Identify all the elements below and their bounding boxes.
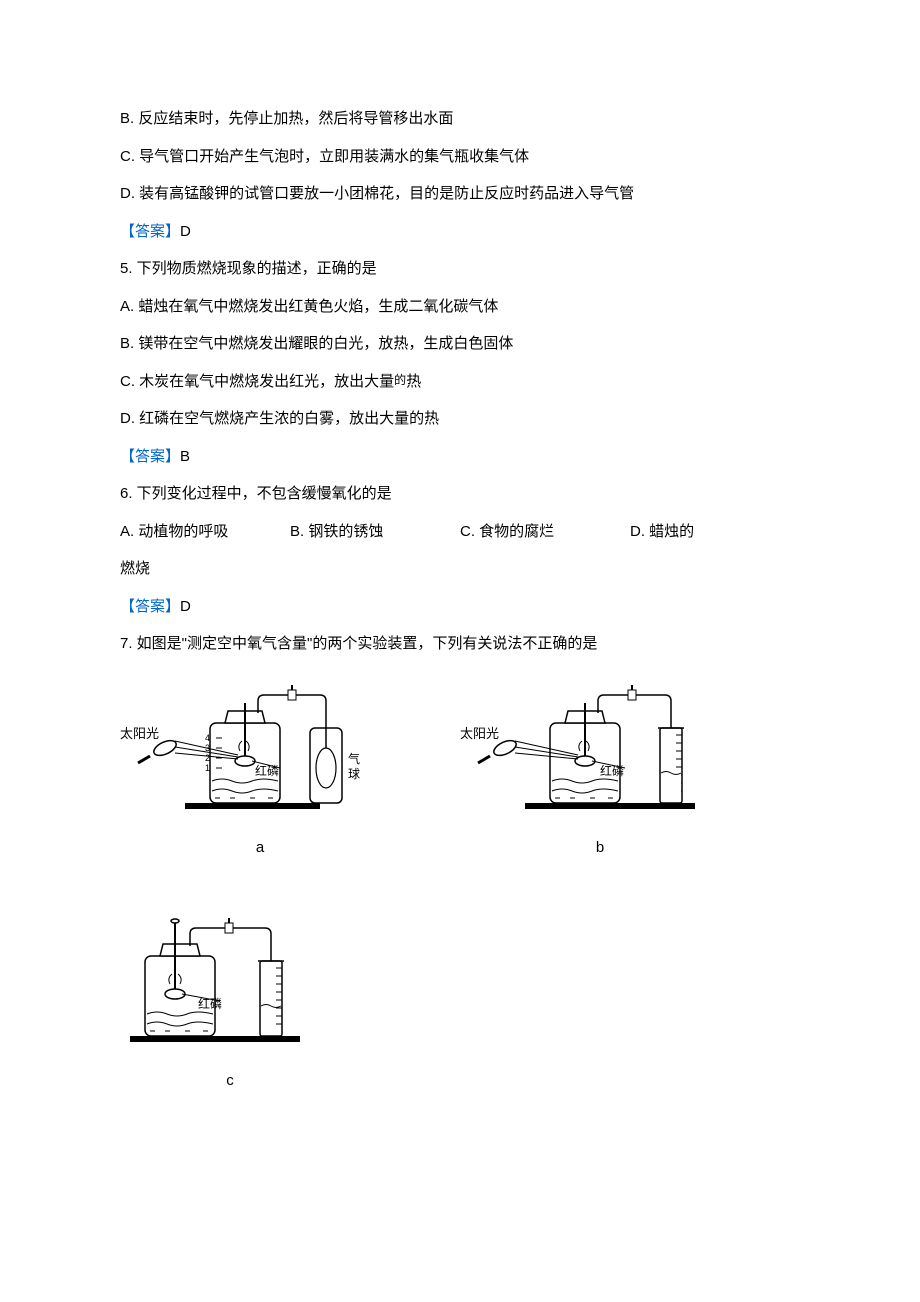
figure-a-label: a <box>120 829 400 867</box>
figure-c: 红磷 c <box>120 906 340 1100</box>
answer-label: 【答案】 <box>120 223 180 240</box>
svg-text:气: 气 <box>348 751 360 766</box>
q4-option-c: C. 导气管口开始产生气泡时，立即用装满水的集气瓶收集气体 <box>120 138 800 176</box>
q6-answer: 【答案】D <box>120 588 800 626</box>
figure-a-svg: 4 3 2 1 红磷 气 球 <box>120 673 400 823</box>
q6-option-d: D. 蜡烛的 <box>630 513 800 551</box>
answer-value: D <box>180 598 191 615</box>
q6-option-a: A. 动植物的呼吸 <box>120 513 290 551</box>
q4-option-d: D. 装有高锰酸钾的试管口要放一小团棉花，目的是防止反应时药品进入导气管 <box>120 175 800 213</box>
q5-option-c: C. 木炭在氧气中燃烧发出红光，放出大量的热 <box>120 363 800 401</box>
figure-c-svg: 红磷 <box>120 906 340 1056</box>
svg-text:红磷: 红磷 <box>198 996 222 1011</box>
q6-options: A. 动植物的呼吸 B. 钢铁的锈蚀 C. 食物的腐烂 D. 蜡烛的 燃烧 <box>120 513 800 588</box>
q6-option-b: B. 钢铁的锈蚀 <box>290 513 460 551</box>
svg-text:球: 球 <box>348 767 360 781</box>
q5-c-pre: C. 木炭在氧气中燃烧发出红光，放出大量 <box>120 373 394 390</box>
figure-b-svg: 红磷 <box>460 673 740 823</box>
figure-c-label: c <box>120 1062 340 1100</box>
answer-label: 【答案】 <box>120 448 180 465</box>
q5-option-a: A. 蜡烛在氧气中燃烧发出红黄色火焰，生成二氧化碳气体 <box>120 288 800 326</box>
q5-c-post: 热 <box>406 373 421 390</box>
answer-value: D <box>180 223 191 240</box>
svg-text:1: 1 <box>205 763 210 773</box>
q7-figures: 4 3 2 1 红磷 气 球 <box>120 673 800 1100</box>
figure-b-label: b <box>460 829 740 867</box>
q5-option-b: B. 镁带在空气中燃烧发出耀眼的白光，放热，生成白色固体 <box>120 325 800 363</box>
svg-text:2: 2 <box>205 753 210 763</box>
q7-stem: 7. 如图是"测定空中氧气含量"的两个实验装置，下列有关说法不正确的是 <box>120 625 800 663</box>
q4-option-b: B. 反应结束时，先停止加热，然后将导管移出水面 <box>120 100 800 138</box>
q4-answer: 【答案】D <box>120 213 800 251</box>
svg-text:红磷: 红磷 <box>255 763 279 778</box>
q5-option-d: D. 红磷在空气燃烧产生浓的白雾，放出大量的热 <box>120 400 800 438</box>
svg-text:太阳光: 太阳光 <box>120 726 159 741</box>
figure-a: 4 3 2 1 红磷 气 球 <box>120 673 400 867</box>
q5-stem: 5. 下列物质燃烧现象的描述，正确的是 <box>120 250 800 288</box>
q6-option-c: C. 食物的腐烂 <box>460 513 630 551</box>
svg-text:红磷: 红磷 <box>600 763 624 778</box>
q5-c-sup: 的 <box>394 373 406 387</box>
answer-value: B <box>180 448 190 465</box>
page-content: B. 反应结束时，先停止加热，然后将导管移出水面 C. 导气管口开始产生气泡时，… <box>0 0 920 1160</box>
svg-text:太阳光: 太阳光 <box>460 726 499 741</box>
q6-option-d-cont: 燃烧 <box>120 550 800 588</box>
q5-answer: 【答案】B <box>120 438 800 476</box>
figure-b: 红磷 <box>460 673 740 867</box>
q6-stem: 6. 下列变化过程中，不包含缓慢氧化的是 <box>120 475 800 513</box>
answer-label: 【答案】 <box>120 598 180 615</box>
svg-text:4: 4 <box>205 733 210 743</box>
